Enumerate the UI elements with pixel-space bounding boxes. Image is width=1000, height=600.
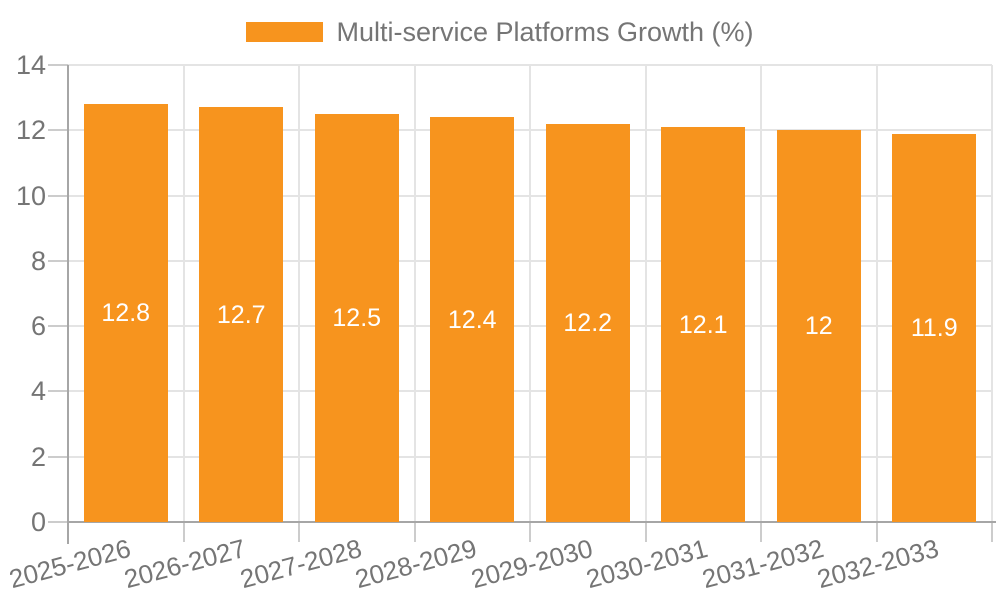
y-axis-label: 10 xyxy=(15,180,46,211)
bar-value-label: 11.9 xyxy=(910,313,958,342)
x-axis-tick xyxy=(182,522,185,542)
legend-label: Multi-service Platforms Growth (%) xyxy=(336,17,754,47)
grid-line-vertical xyxy=(991,65,993,522)
x-axis-tick xyxy=(760,522,762,542)
y-axis-label: 14 xyxy=(15,50,46,80)
bar-value-label: 12.8 xyxy=(101,299,151,328)
grid-line-vertical xyxy=(182,65,185,522)
y-axis-tick xyxy=(48,129,68,132)
y-axis-tick xyxy=(48,259,68,262)
x-axis-tick xyxy=(644,522,647,542)
y-axis-label: 6 xyxy=(30,311,46,342)
y-axis-tick xyxy=(48,455,68,458)
grid-line-vertical xyxy=(298,65,300,522)
grid-line-vertical xyxy=(875,65,878,522)
bar[interactable] xyxy=(661,127,746,522)
grid-line-vertical xyxy=(644,65,647,522)
y-axis-label: 0 xyxy=(30,507,46,537)
y-axis-label: 12 xyxy=(15,115,46,146)
y-axis-tick xyxy=(48,194,68,197)
bar[interactable] xyxy=(892,133,977,522)
grid-line-vertical xyxy=(529,65,531,522)
grid-line-vertical xyxy=(760,65,762,522)
bar-value-label: 12 xyxy=(804,312,833,341)
y-axis-tick xyxy=(48,64,68,66)
bar[interactable] xyxy=(83,104,168,522)
legend-swatch xyxy=(246,22,324,42)
x-axis-tick xyxy=(413,522,416,542)
bar[interactable] xyxy=(776,130,861,522)
y-axis-tick xyxy=(48,325,68,328)
bar[interactable] xyxy=(314,113,399,522)
bar-value-label: 12.4 xyxy=(447,305,497,334)
y-axis-line xyxy=(67,65,69,544)
y-axis-label: 2 xyxy=(30,441,46,472)
bar[interactable] xyxy=(199,107,284,522)
bar-value-label: 12.2 xyxy=(563,308,613,337)
chart-legend[interactable]: Multi-service Platforms Growth (%) xyxy=(0,18,1000,46)
x-axis-tick xyxy=(875,522,878,542)
grid-line-vertical xyxy=(413,65,416,522)
bar-value-label: 12.7 xyxy=(216,300,266,329)
x-axis-line xyxy=(67,521,996,523)
y-axis-tick xyxy=(48,521,68,523)
y-axis-tick xyxy=(48,390,68,393)
y-axis-label: 4 xyxy=(30,376,46,407)
bar-value-label: 12.1 xyxy=(678,310,728,339)
x-axis-tick xyxy=(991,522,993,542)
y-axis-label: 8 xyxy=(30,245,46,276)
x-axis-tick xyxy=(298,522,300,542)
bar[interactable] xyxy=(545,123,630,522)
bar-value-label: 12.5 xyxy=(332,303,382,332)
bar[interactable] xyxy=(430,117,515,522)
x-axis-tick xyxy=(529,522,531,542)
